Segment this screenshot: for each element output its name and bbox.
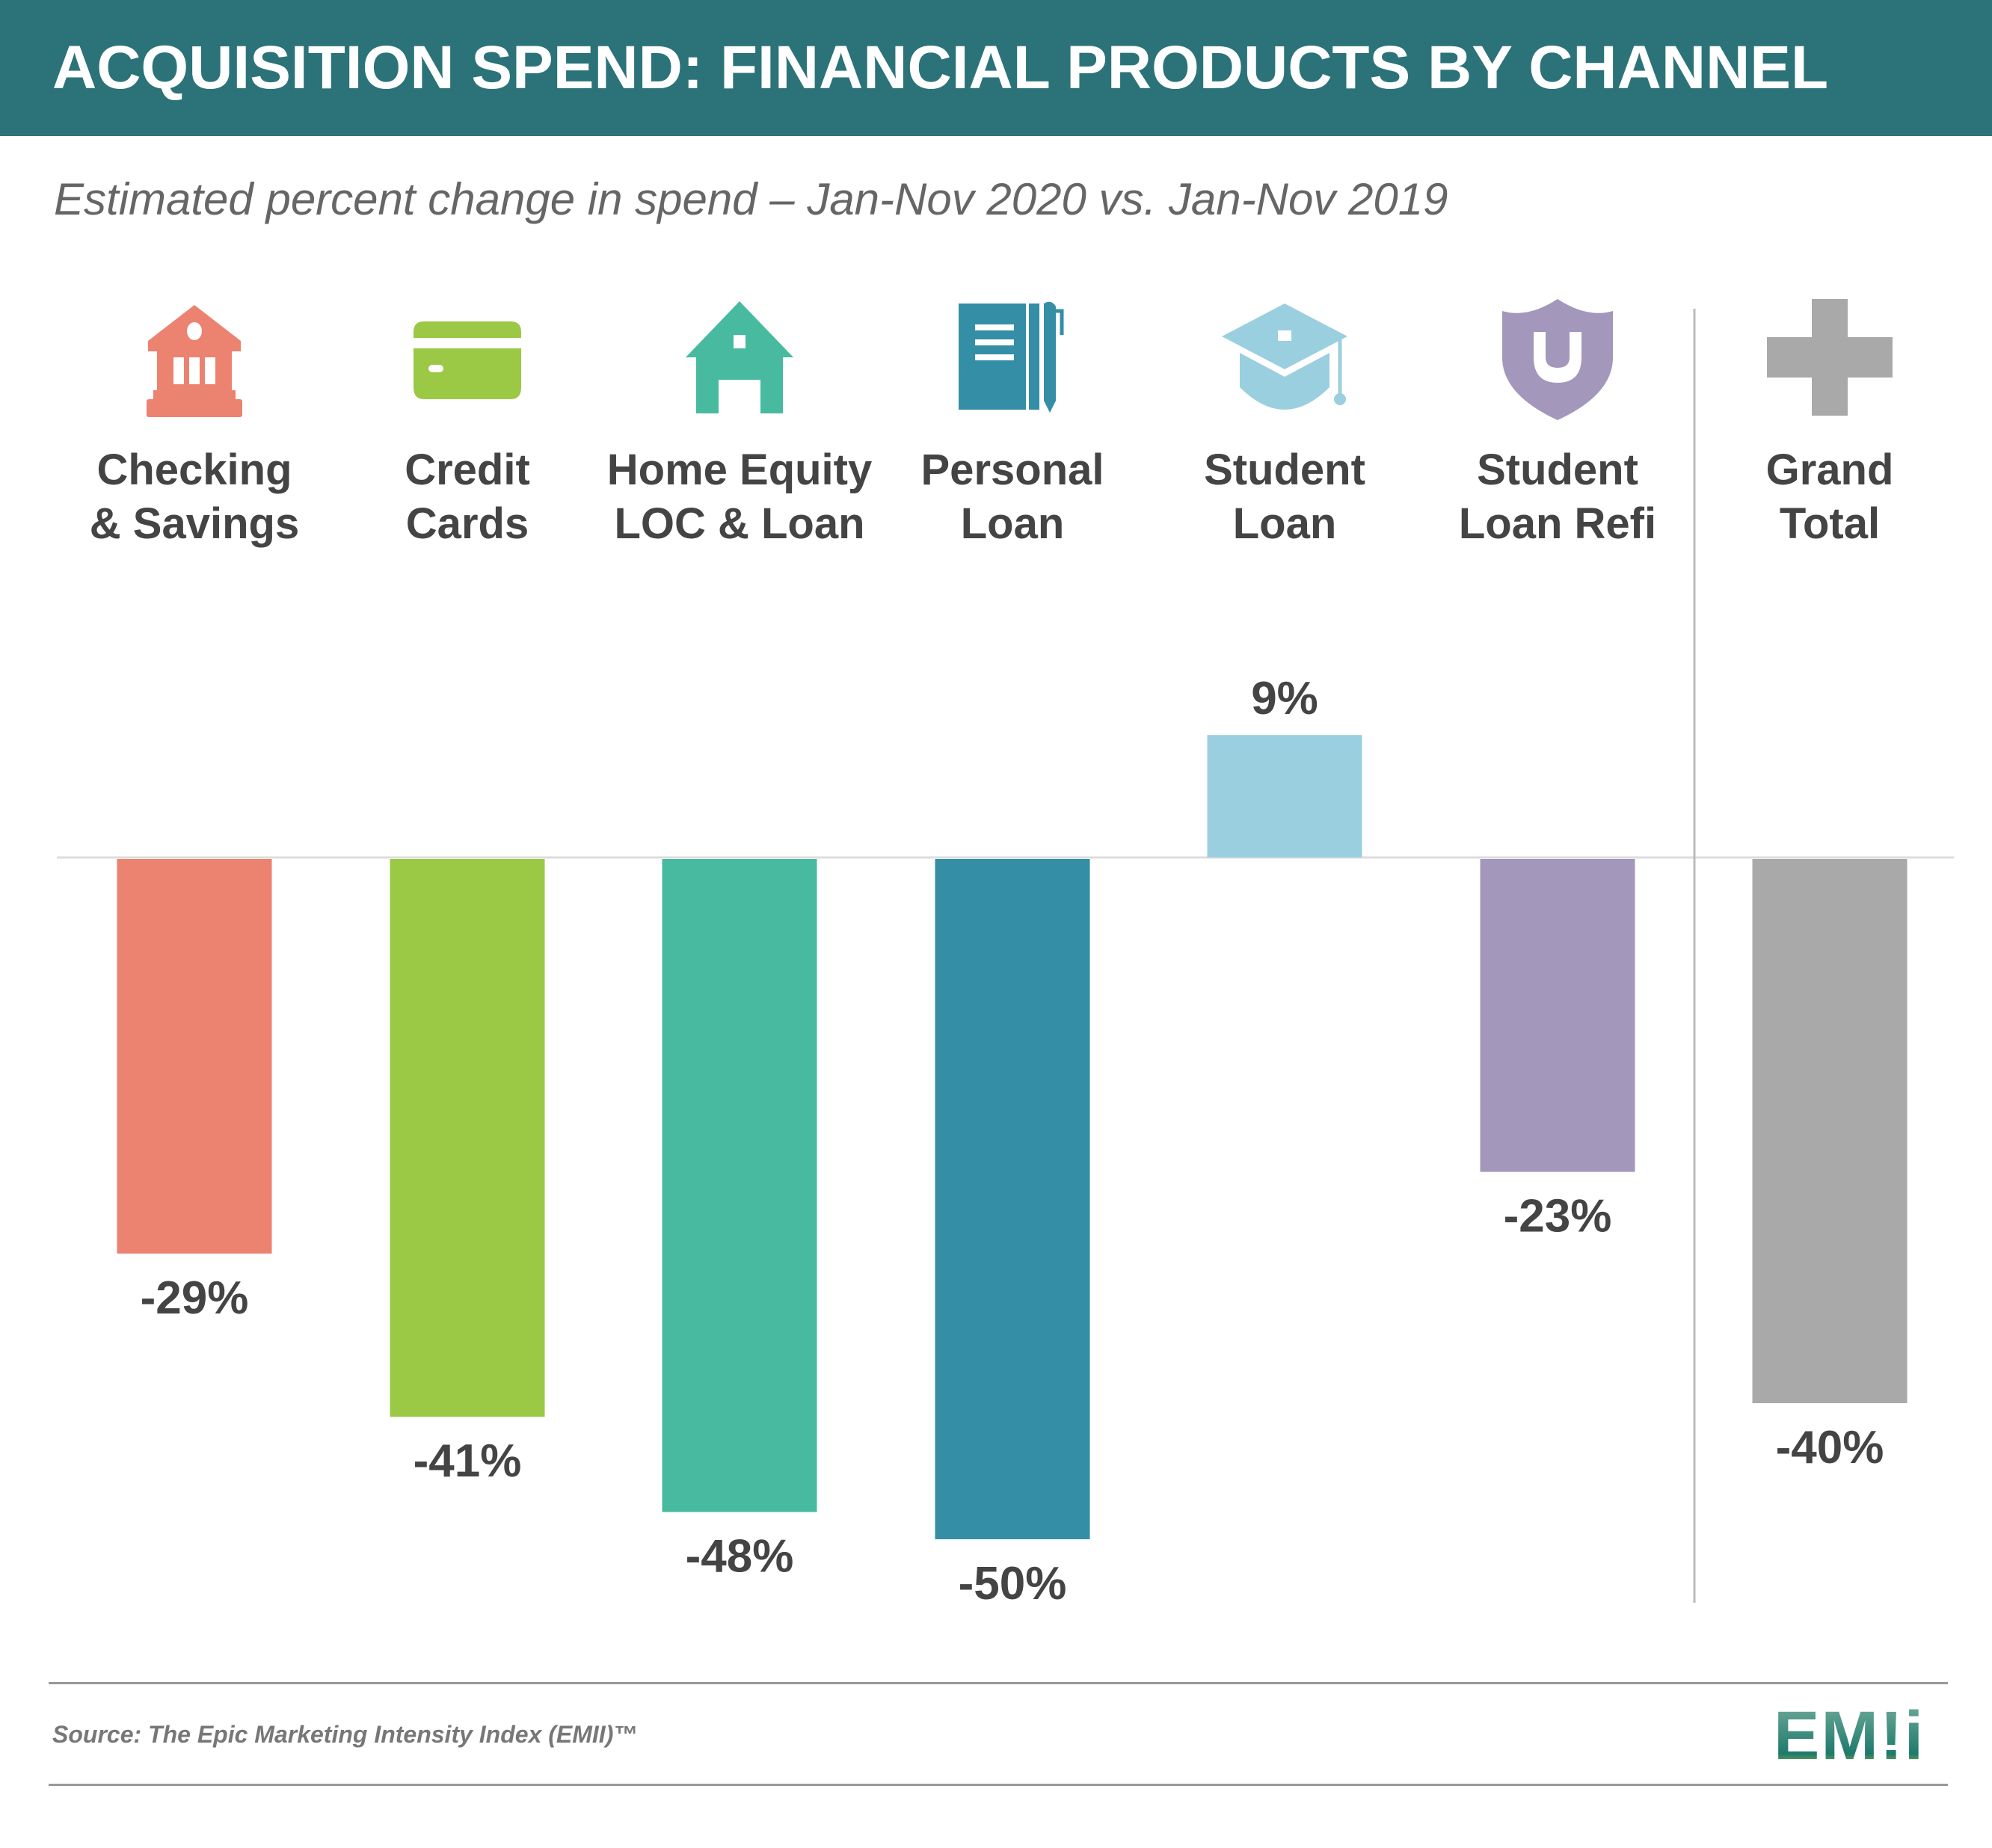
chart-subtitle: Estimated percent change in spend – Jan-… [54, 174, 1448, 224]
bar [935, 859, 1090, 1539]
value-label: -50% [959, 1558, 1067, 1610]
category-label: Loan [961, 499, 1065, 548]
bar-chart: Checking & Savings -29% Credit Cards -41% Hom… [57, 299, 1954, 1610]
category-label: Loan [1233, 499, 1337, 548]
category-label: Cards [406, 499, 529, 548]
bar [1207, 735, 1362, 857]
bar [1752, 859, 1908, 1403]
value-label: -23% [1504, 1191, 1612, 1242]
source-note: Source: The Epic Marketing Intensity Ind… [52, 1721, 638, 1748]
header-band: ACQUISITION SPEND: FINANCIAL PRODUCTS BY… [0, 0, 1992, 136]
value-label: -48% [686, 1531, 794, 1583]
value-label: -29% [141, 1272, 249, 1324]
chart-title: ACQUISITION SPEND: FINANCIAL PRODUCTS BY… [52, 34, 1829, 102]
category-label: Credit [405, 446, 530, 494]
value-label: 9% [1251, 673, 1318, 724]
category-label: LOC & Loan [614, 499, 864, 548]
category-label: Student [1477, 446, 1638, 494]
credit-card-icon [414, 321, 521, 399]
category-label: Loan Refi [1459, 499, 1656, 548]
category-label: & Savings [90, 499, 299, 548]
category-label: Student [1204, 446, 1365, 494]
category-label: Grand [1766, 446, 1894, 494]
bar [662, 859, 817, 1512]
shield-icon [1502, 299, 1613, 420]
category-label: Home Equity [607, 446, 873, 494]
bank-icon [147, 305, 242, 417]
footer-divider-top [49, 1682, 1948, 1684]
footer-divider-bottom [49, 1784, 1948, 1786]
category-label: Personal [921, 446, 1104, 494]
notebook-pen-icon [959, 301, 1064, 413]
graduation-cap-icon [1222, 304, 1347, 410]
plus-icon [1767, 299, 1893, 416]
category-label: Checking [96, 446, 292, 494]
value-label: -40% [1776, 1422, 1884, 1473]
emii-logo: EM!i [1774, 1698, 1925, 1774]
bar [117, 859, 272, 1254]
bar [1480, 859, 1635, 1172]
value-label: -41% [414, 1435, 522, 1487]
bar [390, 859, 545, 1417]
house-icon [686, 301, 793, 413]
category-label: Total [1780, 499, 1880, 548]
